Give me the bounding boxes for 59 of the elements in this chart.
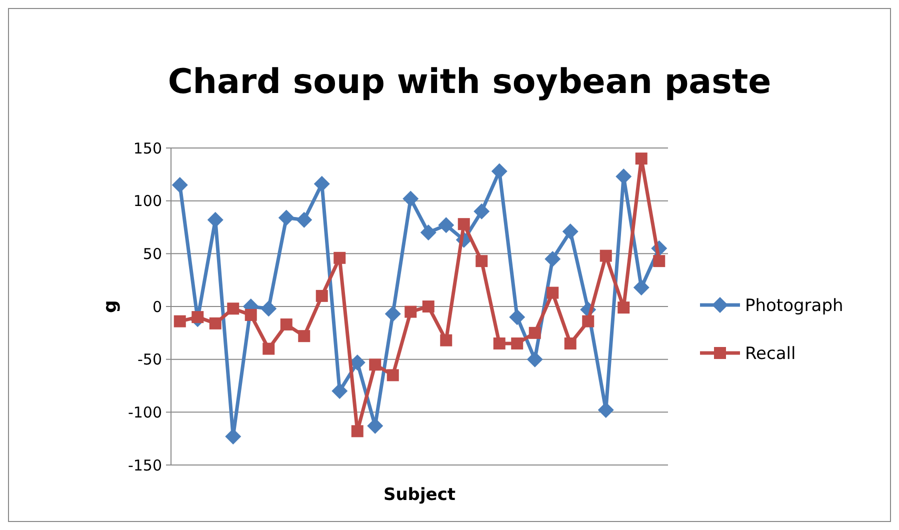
point xyxy=(192,311,204,324)
point xyxy=(172,176,188,193)
point xyxy=(386,369,399,382)
point xyxy=(544,250,561,267)
point xyxy=(653,255,666,268)
point xyxy=(316,290,328,302)
point xyxy=(633,279,650,296)
y-tick-label: -50 xyxy=(138,350,162,369)
point xyxy=(207,212,224,228)
point xyxy=(564,337,576,350)
y-tick-label: -150 xyxy=(128,456,162,474)
point xyxy=(562,223,578,240)
point xyxy=(351,425,364,438)
point xyxy=(440,334,452,346)
point xyxy=(420,224,436,241)
x-axis-title: Subject xyxy=(383,485,456,505)
point xyxy=(384,306,401,322)
point xyxy=(458,218,470,230)
y-tick-label: -100 xyxy=(128,403,162,422)
point xyxy=(528,326,541,339)
point xyxy=(227,302,240,315)
y-tick-label: 50 xyxy=(142,244,162,263)
point xyxy=(332,383,348,400)
point xyxy=(509,309,526,326)
point xyxy=(314,176,330,192)
point xyxy=(438,217,454,234)
point xyxy=(402,190,419,207)
point xyxy=(262,342,275,355)
point xyxy=(491,163,508,180)
point xyxy=(511,337,524,350)
point xyxy=(244,308,257,321)
point xyxy=(476,255,488,268)
legend-label: Photograph xyxy=(745,296,844,316)
y-tick-label: 100 xyxy=(133,192,162,210)
point xyxy=(298,330,310,342)
point xyxy=(404,306,417,318)
point xyxy=(600,250,612,262)
point xyxy=(526,351,543,368)
point xyxy=(598,402,614,418)
point xyxy=(422,300,434,312)
point xyxy=(334,252,346,264)
y-tick-label: 0 xyxy=(152,298,162,316)
point xyxy=(635,152,648,165)
point xyxy=(260,300,277,317)
point xyxy=(280,318,292,330)
point xyxy=(618,302,630,314)
point xyxy=(209,317,222,330)
y-axis-title: g xyxy=(100,300,121,313)
point xyxy=(278,210,294,226)
legend-label: Recall xyxy=(745,344,796,364)
point xyxy=(582,315,594,328)
chart-title: Chard soup with soybean paste xyxy=(168,62,772,102)
point xyxy=(174,315,186,328)
point xyxy=(493,337,506,350)
point xyxy=(474,203,490,220)
point xyxy=(369,358,382,371)
point xyxy=(296,212,312,228)
point xyxy=(546,286,559,299)
y-tick-label: 150 xyxy=(133,139,162,158)
